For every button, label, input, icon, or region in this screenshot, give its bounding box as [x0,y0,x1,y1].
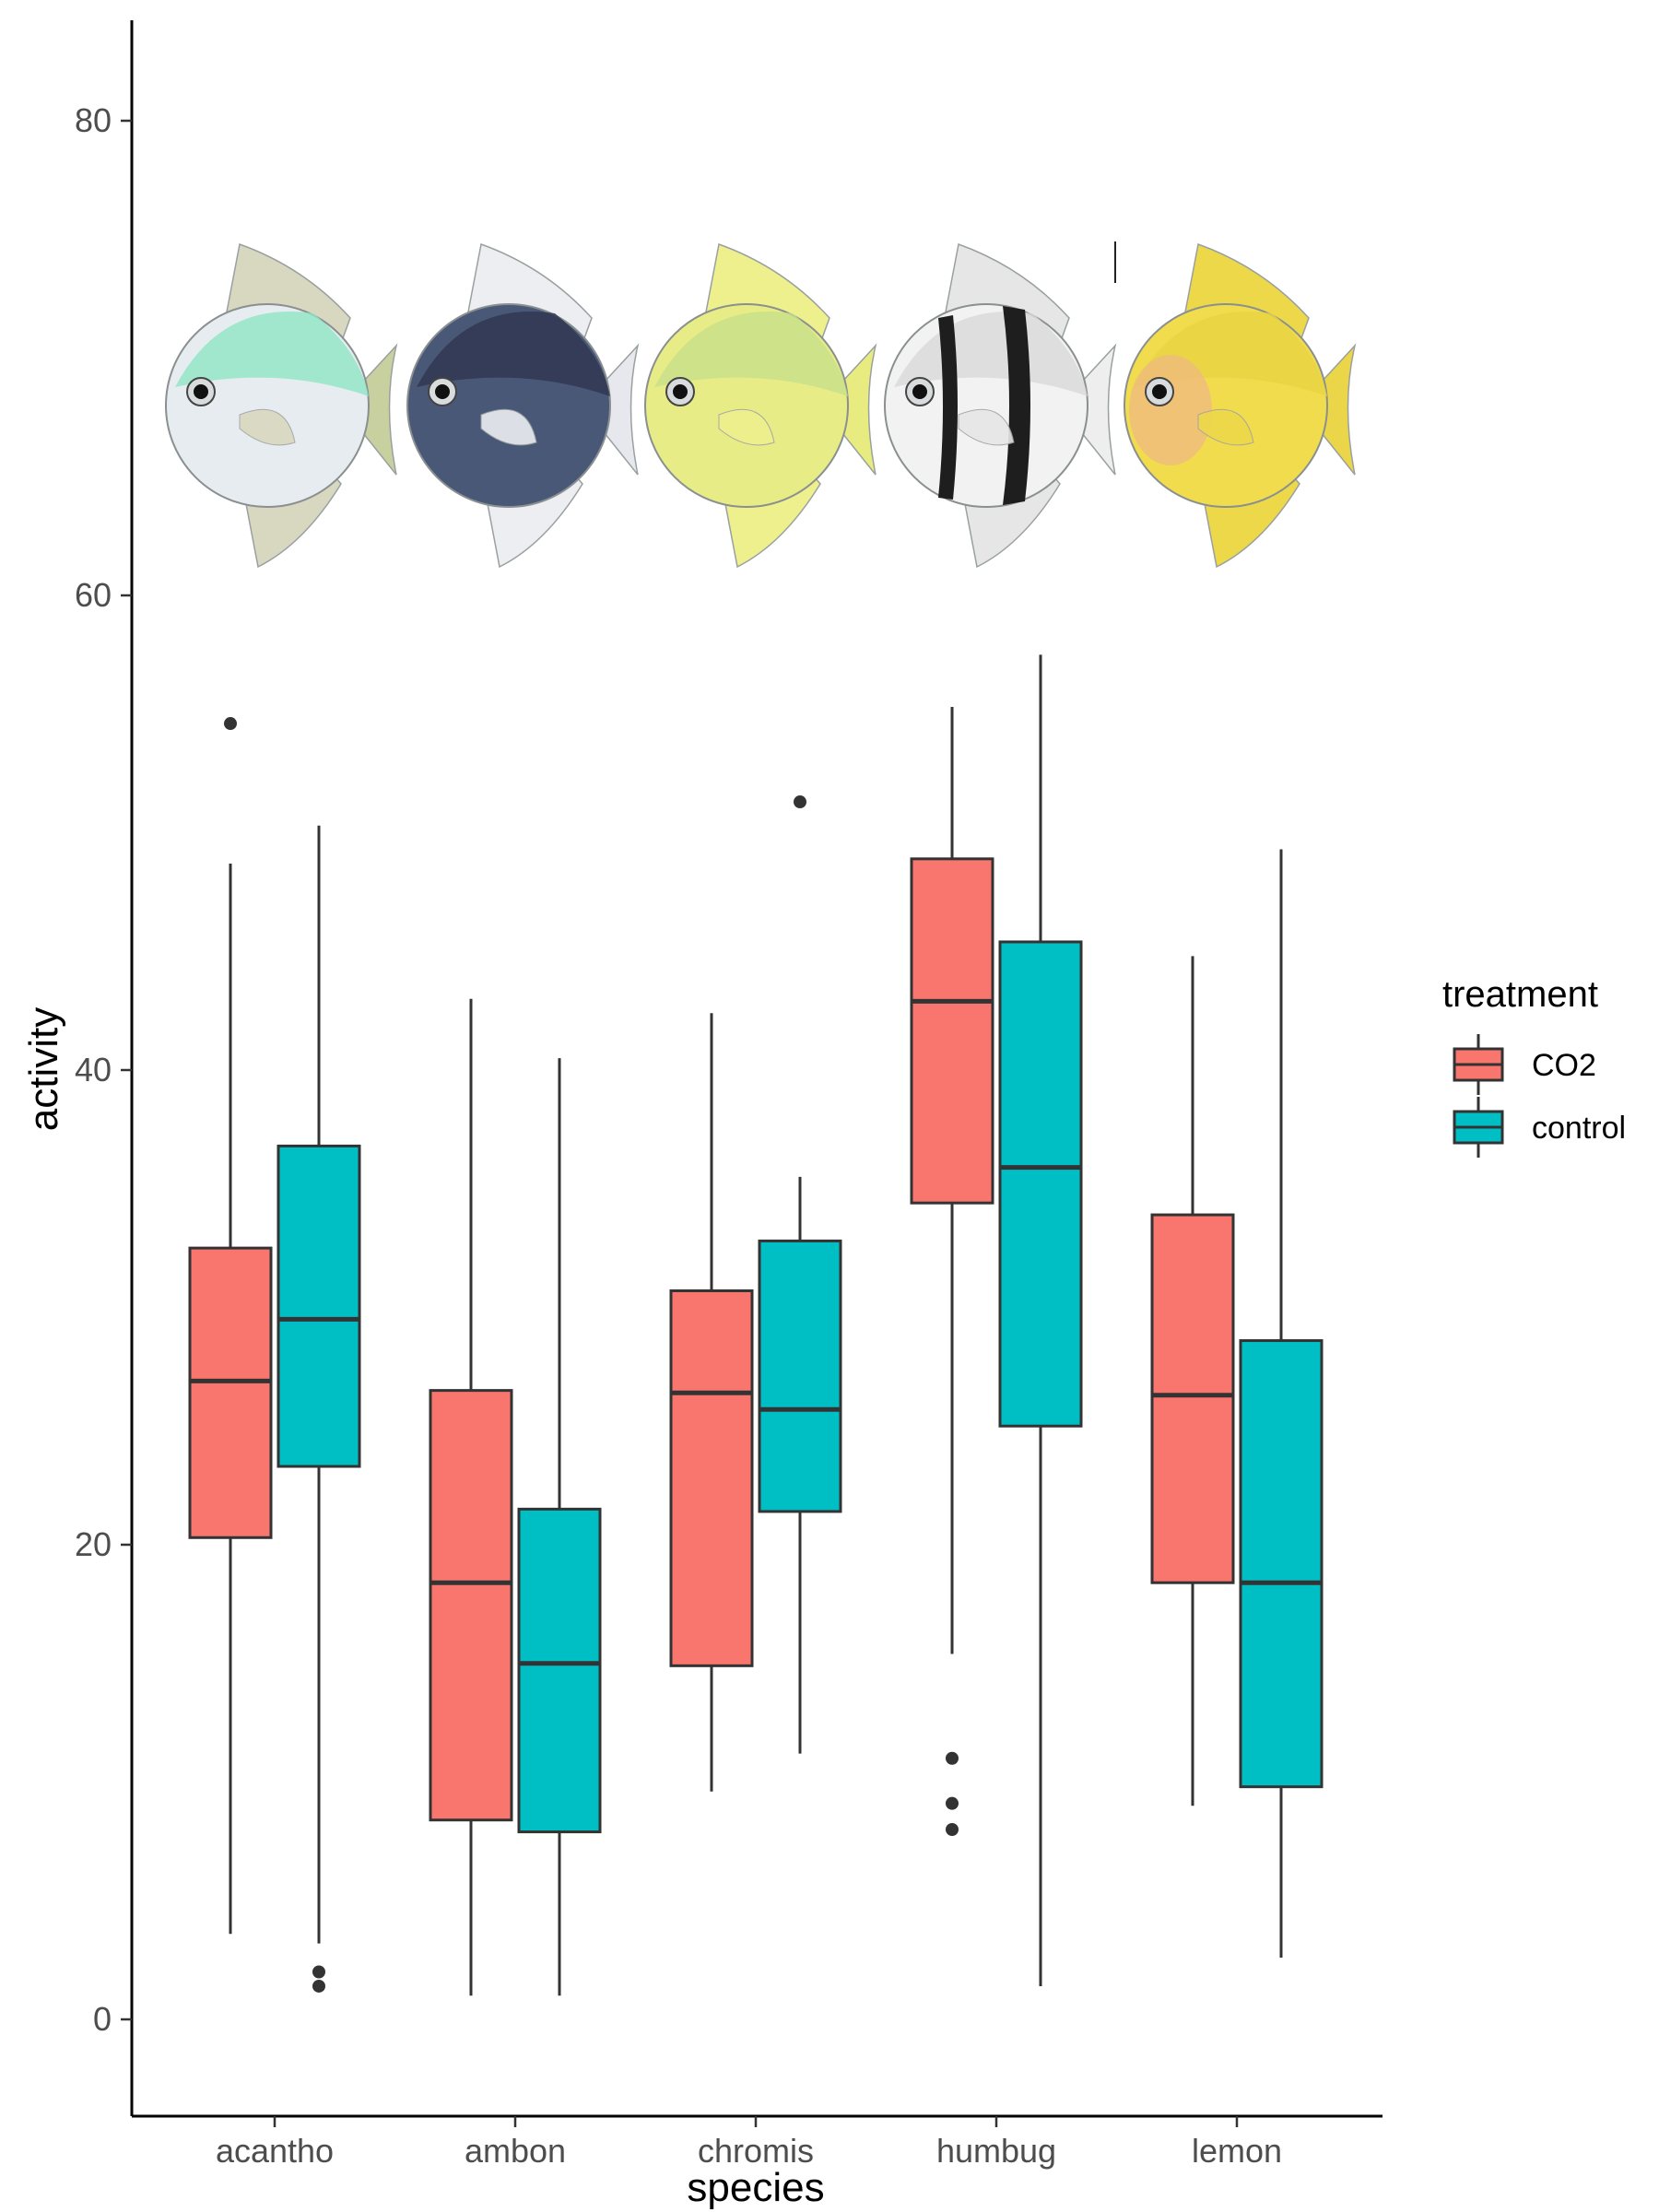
humbug-fish-image [884,242,1117,569]
outlier-point [312,1979,325,1993]
fish-pectoral-fin [718,408,775,446]
box-ambon-CO2 [429,998,513,1996]
fish-pectoral-fin [1197,408,1254,446]
iqr-box [188,1246,273,1539]
box-humbug-control [998,654,1083,1986]
legend: treatment CO2 control [1442,974,1626,1158]
iqr-box [276,1144,361,1468]
box-chromis-control [758,795,842,1754]
fish-pectoral-fin [958,408,1015,446]
legend-label: CO2 [1532,1048,1596,1083]
box-acantho-CO2 [188,717,273,1935]
iqr-box [998,940,1083,1428]
legend-items: CO2 control [1453,1034,1626,1158]
x-tick-label: chromis [698,2132,814,2170]
y-tick-label: 80 [75,101,112,139]
iqr-box [517,1507,602,1834]
legend-title: treatment [1442,974,1598,1015]
fish-back-shading [417,311,610,396]
y-tick-label: 60 [75,576,112,614]
acantho-fish-image [165,242,398,569]
x-tick-label: acantho [216,2132,334,2170]
x-axis-title: species [687,2165,824,2210]
y-axis-ticks: 0 20 40 60 80 [75,101,132,2038]
fish-pupil [435,384,450,399]
chromis-fish-image [644,242,877,569]
fish-pupil [673,384,688,399]
fish-pectoral-fin [239,408,296,446]
legend-label: control [1532,1111,1626,1146]
x-tick-label: lemon [1192,2132,1282,2170]
legend-item-control: control [1453,1097,1626,1158]
x-tick-label: humbug [936,2132,1056,2170]
box-ambon-control [517,1058,602,1996]
x-axis-ticks: acantho ambon chromis humbug lemon [216,2116,1282,2170]
fish-pupil [912,384,927,399]
fish-face-tint [1129,355,1212,465]
iqr-box [758,1239,842,1513]
fish-back-shading [654,311,848,396]
outlier-point [312,1965,325,1979]
fish-illustrations [165,241,1357,569]
outlier-point [224,717,237,731]
fish-pupil [1152,384,1167,399]
fish-back-shading [175,311,369,396]
y-tick-label: 0 [93,2000,112,2038]
ambon-fish-image [406,242,640,569]
fish-stripe [1003,306,1030,505]
fish-pupil [194,384,208,399]
box-chromis-CO2 [669,1013,754,1792]
axes: 0 20 40 60 80 acantho ambon chromis humbug lemon [75,20,1382,2170]
outlier-point [946,1796,959,1810]
box-plot-marks [188,654,1324,1996]
x-tick-label: ambon [465,2132,566,2170]
box-lemon-CO2 [1150,956,1235,1806]
outlier-point [794,795,806,809]
outlier-point [946,1823,959,1836]
outlier-point [946,1751,959,1765]
box-acantho-control [276,825,361,1993]
iqr-box [1150,1213,1235,1584]
fish-stripe [938,315,958,500]
lemon-fish-image [1124,242,1357,569]
iqr-box [429,1389,513,1822]
fish-pectoral-fin [480,408,537,446]
y-axis-title: activity [21,1007,66,1131]
box-humbug-CO2 [910,707,994,1836]
iqr-box [669,1288,754,1667]
box-lemon-control [1239,849,1324,1959]
iqr-box [1239,1339,1324,1789]
y-tick-label: 20 [75,1525,112,1563]
y-tick-label: 40 [75,1051,112,1088]
iqr-box [910,857,994,1205]
legend-item-CO2: CO2 [1453,1034,1596,1095]
